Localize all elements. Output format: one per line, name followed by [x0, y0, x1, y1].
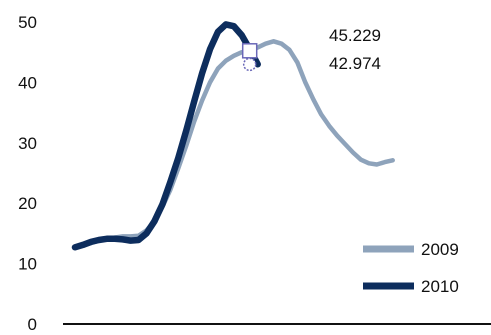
legend: 2009 2010 — [363, 240, 459, 296]
legend-label-2010: 2010 — [421, 277, 459, 296]
annotation-marker-2010 — [242, 57, 257, 72]
annotation-marker-2009 — [241, 43, 258, 59]
y-tick-label: 30 — [18, 134, 37, 153]
annotation-label-2010: 42.974 — [329, 54, 381, 73]
y-tick-label: 20 — [18, 194, 37, 213]
annotation-label-2009: 45.229 — [329, 26, 381, 45]
series-layer — [71, 21, 395, 251]
annotation-layer: 45.229 42.974 — [241, 26, 381, 73]
legend-item-2009: 2009 — [363, 240, 459, 259]
series-line-2009 — [72, 39, 395, 250]
series-line-2010 — [71, 21, 261, 251]
y-tick-label: 40 — [18, 73, 37, 92]
y-axis-ticks: 0 10 20 30 40 50 — [18, 13, 37, 334]
legend-item-2010: 2010 — [363, 277, 459, 296]
legend-label-2009: 2009 — [421, 240, 459, 259]
y-tick-label: 0 — [28, 315, 37, 334]
y-tick-label: 50 — [18, 13, 37, 32]
y-tick-label: 10 — [18, 255, 37, 274]
